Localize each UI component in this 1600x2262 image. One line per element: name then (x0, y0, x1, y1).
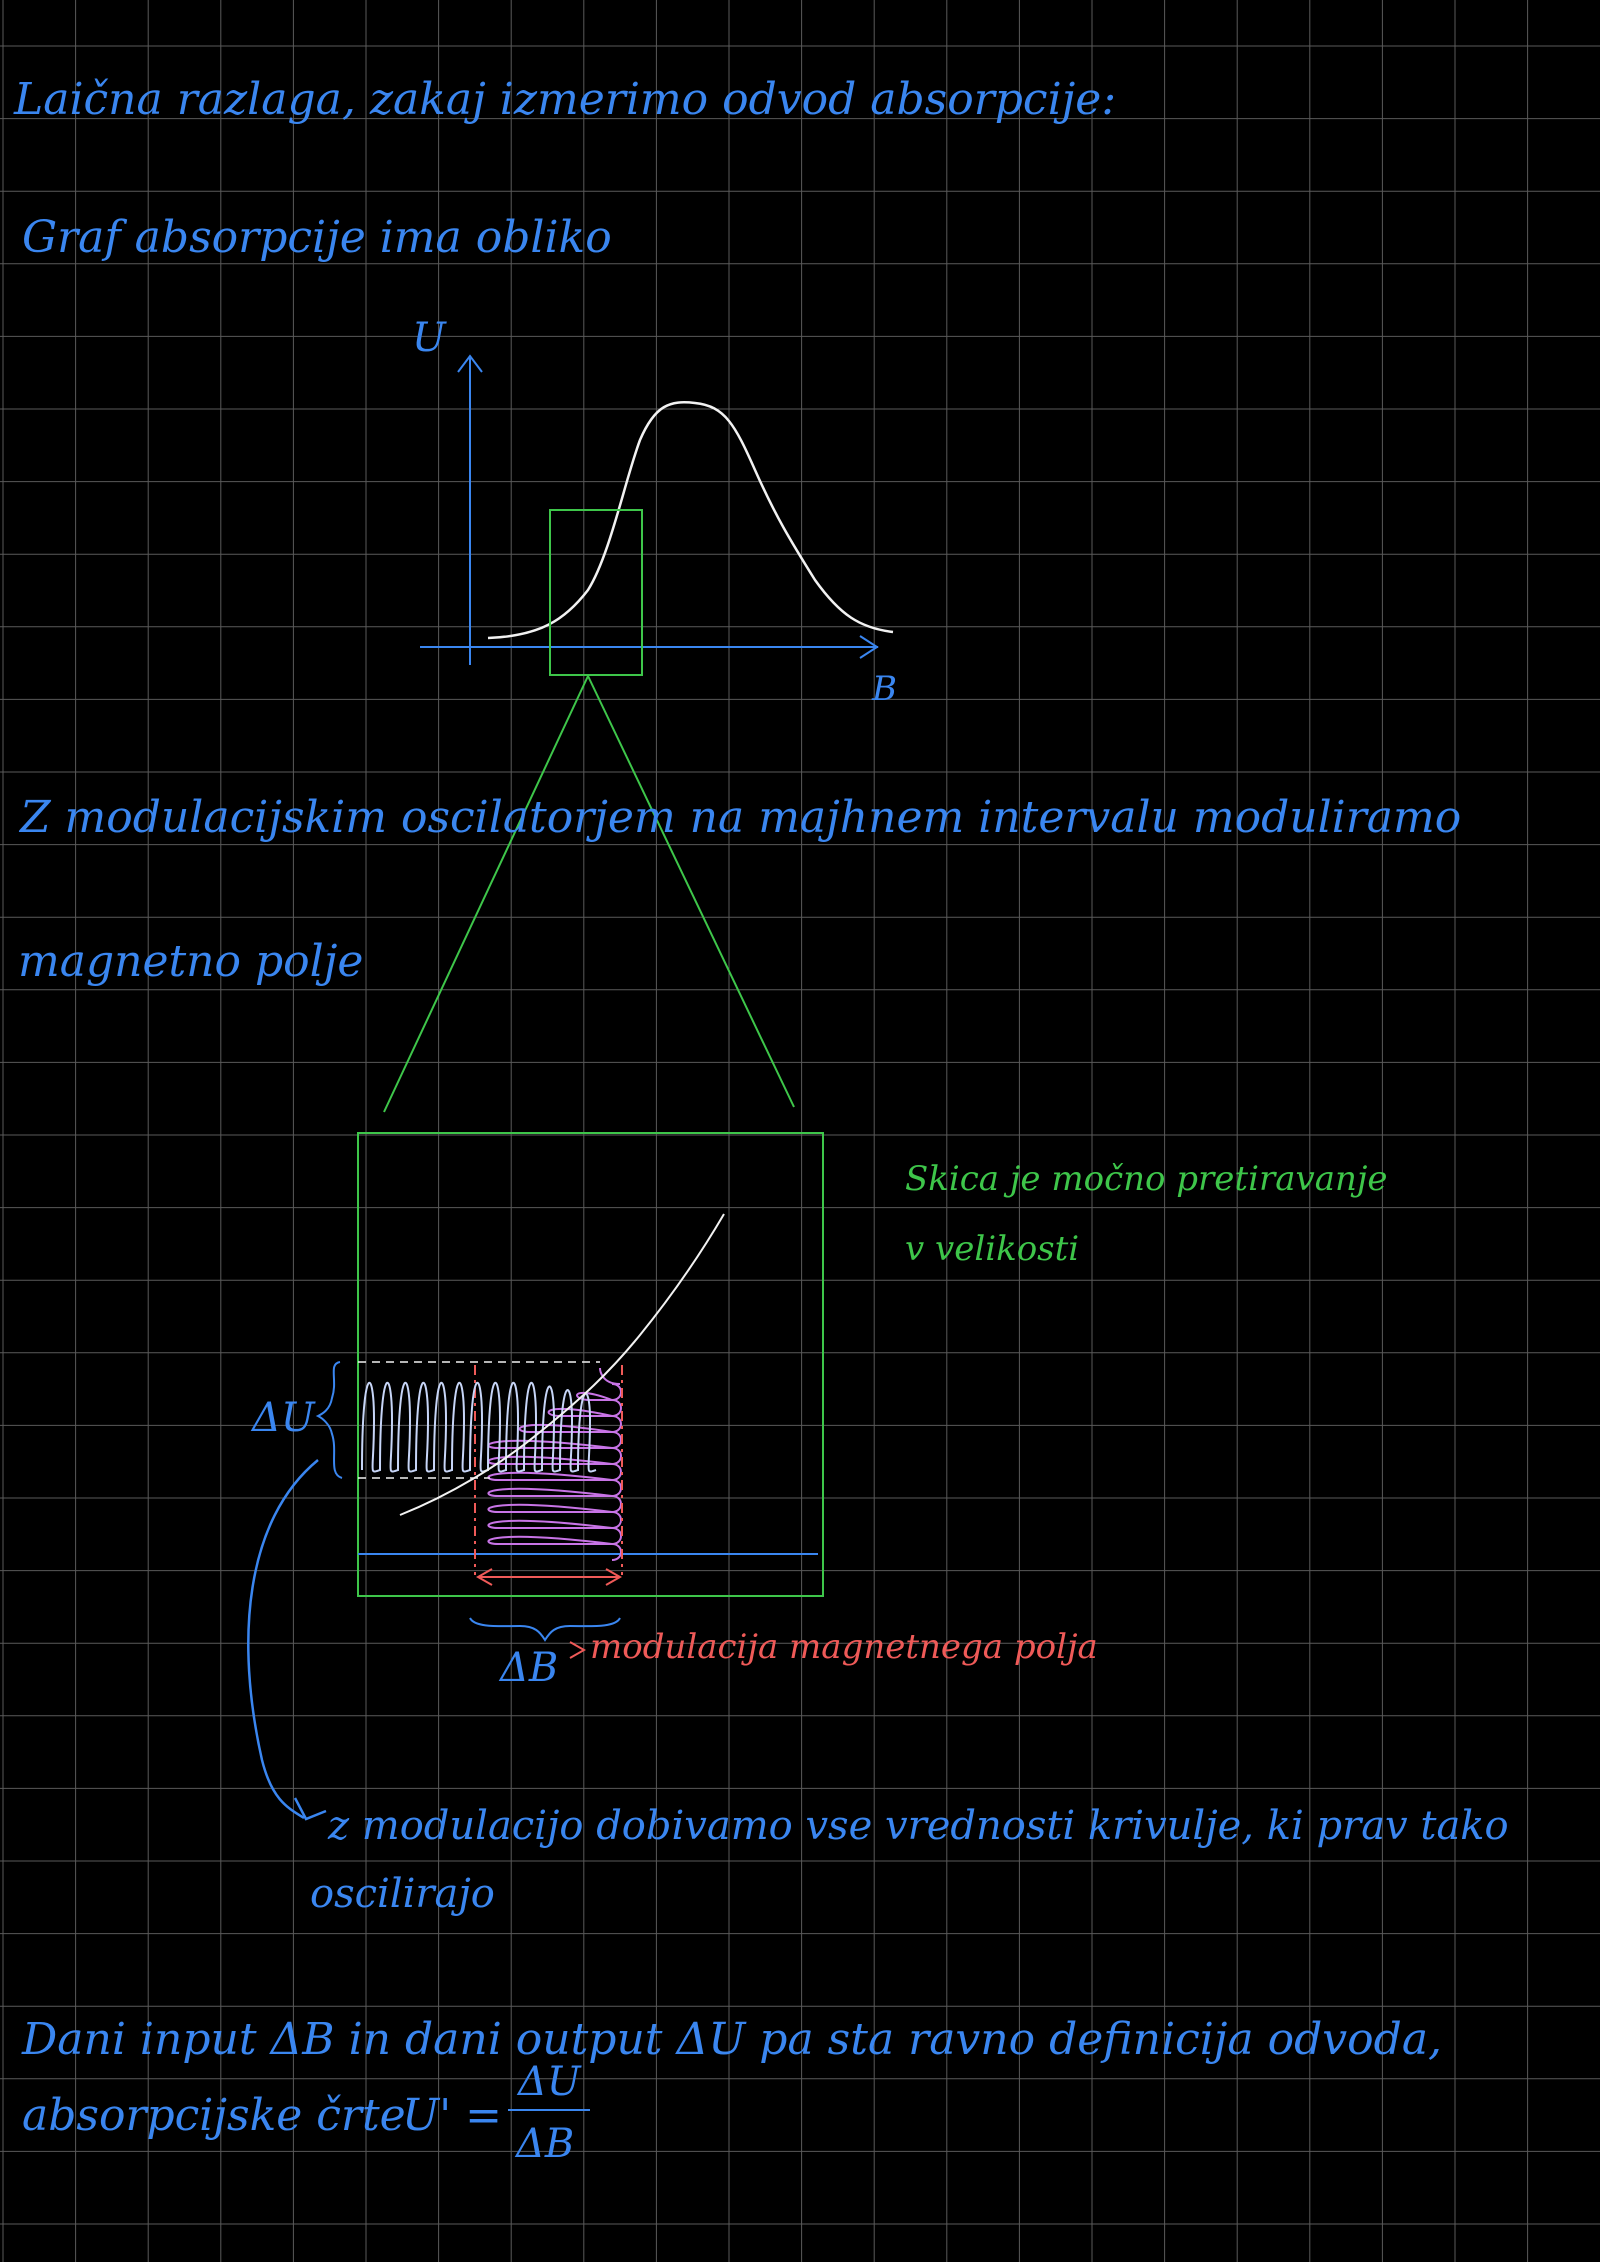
note-line-1: Laična razlaga, zakaj izmerimo odvod abs… (14, 74, 1117, 125)
zoom-line-left (383, 675, 589, 1113)
modulation-label-arrow (569, 1641, 587, 1659)
delta-u-brace (315, 1361, 343, 1479)
zoom-window-rect (549, 509, 643, 676)
formula-denominator: ΔB (516, 2121, 575, 2167)
modulation-label: modulacija magnetnega polja (590, 1627, 1098, 1667)
delta-u-label: ΔU (252, 1395, 315, 1441)
delta-b-label: ΔB (500, 1645, 559, 1691)
zoomed-absorption-curve (399, 1213, 725, 1516)
note-line-3: Z modulacijskim oscilatorjem na majhnem … (20, 792, 1462, 843)
side-note-line-1: Skica je močno pretiravanje (905, 1159, 1388, 1199)
graph-x-label: B (872, 669, 897, 709)
zoom-line-right (587, 675, 795, 1108)
final-line-1: Dani input ΔB in dani output ΔU pa sta r… (22, 2014, 1443, 2065)
arrow-note-line-1: z modulacijo dobivamo vse vrednosti kriv… (328, 1803, 1509, 1849)
note-line-4: magnetno polje (18, 936, 364, 987)
side-note-line-2: v velikosti (905, 1229, 1080, 1269)
final-line-2: absorpcijske črte (22, 2090, 406, 2141)
delta-b-arrowhead-right (605, 1568, 623, 1586)
y-axis-arrowhead (457, 354, 483, 373)
formula-numerator: ΔU (518, 2059, 581, 2105)
zoomed-view-box (357, 1132, 824, 1597)
delta-b-brace (469, 1617, 621, 1642)
note-line-2: Graf absorpcije ima obliko (22, 212, 612, 263)
delta-u-arrowhead (293, 1797, 327, 1821)
formula-lhs: U' = (402, 2090, 503, 2141)
arrow-note-line-2: oscilirajo (310, 1871, 495, 1917)
graph-y-label: U (412, 315, 446, 361)
input-field-oscillation (487, 1367, 622, 1561)
output-signal-oscillation (361, 1381, 597, 1473)
absorption-curve (487, 401, 894, 640)
delta-b-arrowhead-left (475, 1568, 493, 1586)
absorption-graph (420, 354, 879, 665)
x-axis-arrowhead (859, 635, 879, 659)
delta-u-curved-arrow (247, 1459, 319, 1820)
